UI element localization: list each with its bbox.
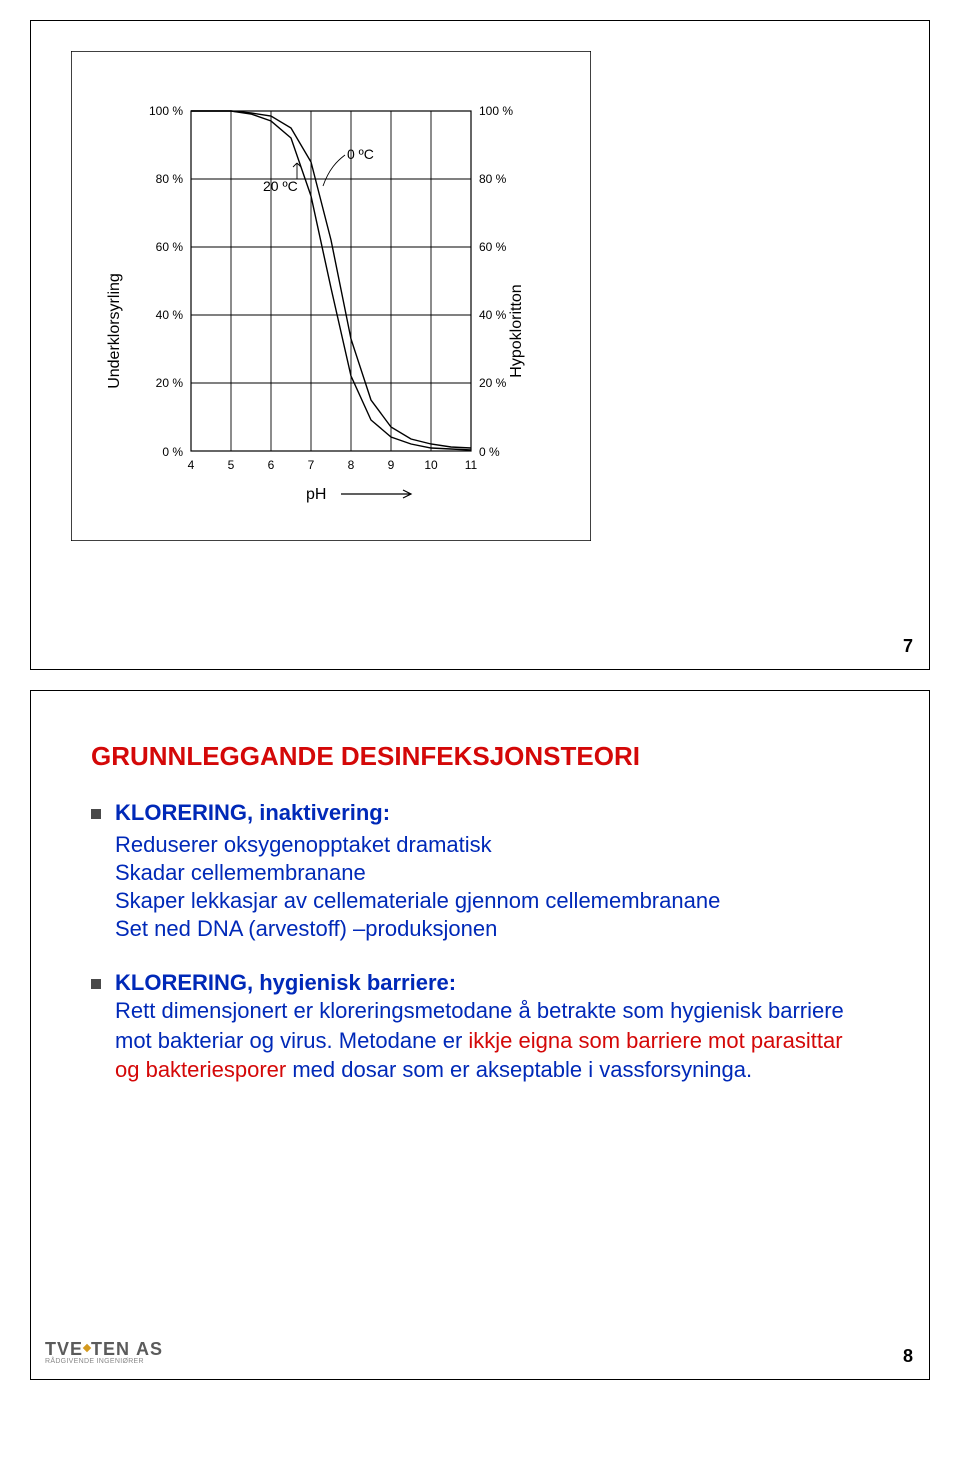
- logo-text-as: AS: [136, 1339, 163, 1360]
- svg-text:7: 7: [308, 458, 315, 472]
- svg-text:pH: pH: [306, 486, 326, 503]
- slide-7: Underklorsyrling Hypokloritton: [30, 20, 930, 670]
- svg-text:40 %: 40 %: [156, 308, 184, 322]
- svg-text:0 %: 0 %: [162, 445, 183, 459]
- slide-number: 8: [903, 1346, 913, 1367]
- bullet-klorering-inaktivering: KLORERING, inaktivering: Reduserer oksyg…: [91, 800, 869, 942]
- svg-text:100 %: 100 %: [479, 104, 513, 118]
- sub-line: Set ned DNA (arvestoff) –produksjonen: [115, 916, 869, 942]
- logo-dot-icon: [83, 1344, 91, 1352]
- sub-line: Reduserer oksygenopptaket dramatisk: [115, 832, 869, 858]
- svg-text:0 %: 0 %: [479, 445, 500, 459]
- bullet-klorering-barriere: KLORERING, hygienisk barriere: Rett dime…: [91, 970, 869, 1085]
- svg-text:20 %: 20 %: [156, 376, 184, 390]
- svg-text:6: 6: [268, 458, 275, 472]
- svg-text:9: 9: [388, 458, 395, 472]
- svg-text:100 %: 100 %: [149, 104, 183, 118]
- slide-8: GRUNNLEGGANDE DESINFEKSJONSTEORI KLORERI…: [30, 690, 930, 1380]
- bullet-head: KLORERING, inaktivering:: [115, 800, 390, 825]
- slide-content: GRUNNLEGGANDE DESINFEKSJONSTEORI KLORERI…: [91, 741, 869, 1113]
- logo: TVETEN AS RÅDGIVENDE INGENIØRER: [45, 1339, 163, 1365]
- svg-text:80 %: 80 %: [479, 172, 507, 186]
- bullet-sub-lines: Reduserer oksygenopptaket dramatisk Skad…: [115, 832, 869, 942]
- svg-text:5: 5: [228, 458, 235, 472]
- ph-chart: Underklorsyrling Hypokloritton: [71, 51, 591, 541]
- svg-text:11: 11: [465, 458, 478, 472]
- logo-text: TVETEN: [45, 1339, 130, 1360]
- bullet-head: KLORERING, hygienisk barriere:: [115, 970, 456, 995]
- svg-text:10: 10: [424, 458, 438, 472]
- label-0c: 0 ºC: [347, 146, 374, 162]
- label-20c: 20 ºC: [263, 178, 298, 194]
- svg-text:20 %: 20 %: [479, 376, 507, 390]
- slide-number: 7: [903, 636, 913, 657]
- svg-text:8: 8: [348, 458, 355, 472]
- sub-line: Skaper lekkasjar av cellemateriale gjenn…: [115, 888, 869, 914]
- axis-label-right: Hypokloritton: [508, 284, 525, 377]
- svg-text:80 %: 80 %: [156, 172, 184, 186]
- slide-title: GRUNNLEGGANDE DESINFEKSJONSTEORI: [91, 741, 869, 772]
- body-post: med dosar som er akseptable i vassforsyn…: [286, 1057, 752, 1082]
- logo-subtitle: RÅDGIVENDE INGENIØRER: [45, 1358, 144, 1365]
- svg-text:4: 4: [188, 458, 195, 472]
- axis-label-left: Underklorsyrling: [106, 273, 123, 389]
- svg-text:60 %: 60 %: [156, 240, 184, 254]
- sub-line: Skadar cellemembranane: [115, 860, 869, 886]
- chart-svg: Underklorsyrling Hypokloritton: [71, 51, 591, 541]
- svg-text:40 %: 40 %: [479, 308, 507, 322]
- bullet-body: Rett dimensjonert er kloreringsmetodane …: [115, 996, 869, 1085]
- svg-text:60 %: 60 %: [479, 240, 507, 254]
